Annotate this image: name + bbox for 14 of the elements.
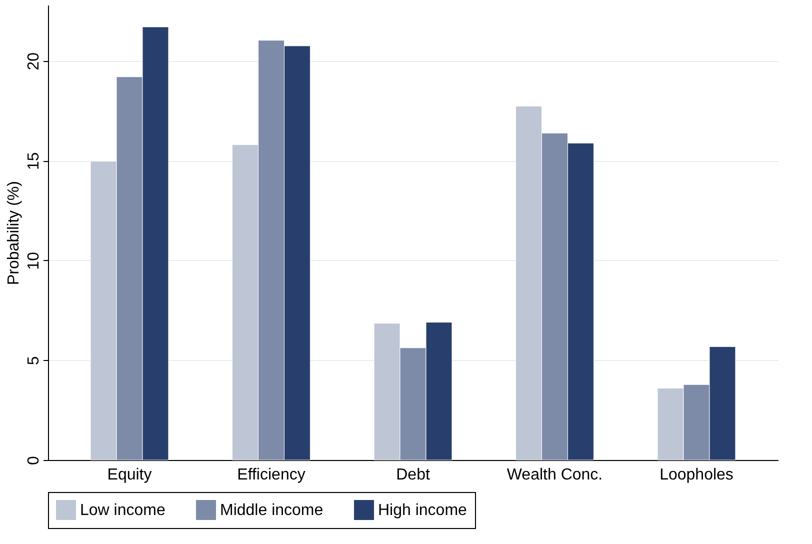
x-tick-label: Debt bbox=[396, 466, 430, 484]
legend-label: Low income bbox=[80, 502, 166, 519]
y-tick-label: 0 bbox=[26, 456, 42, 465]
x-tick-label: Equity bbox=[107, 466, 152, 484]
x-tick-label: Wealth Conc. bbox=[506, 466, 603, 484]
x-tick-label: Loopholes bbox=[660, 466, 734, 484]
y-tick-label: 20 bbox=[26, 52, 42, 70]
x-tick-label: Efficiency bbox=[237, 466, 306, 484]
legend-label: Middle income bbox=[220, 502, 324, 519]
y-tick-label: 5 bbox=[26, 356, 42, 366]
legend-label: High income bbox=[378, 502, 468, 519]
y-axis-title: Probability (%) bbox=[6, 180, 22, 286]
y-tick-label: 10 bbox=[26, 252, 42, 270]
y-tick-label: 15 bbox=[26, 152, 42, 170]
